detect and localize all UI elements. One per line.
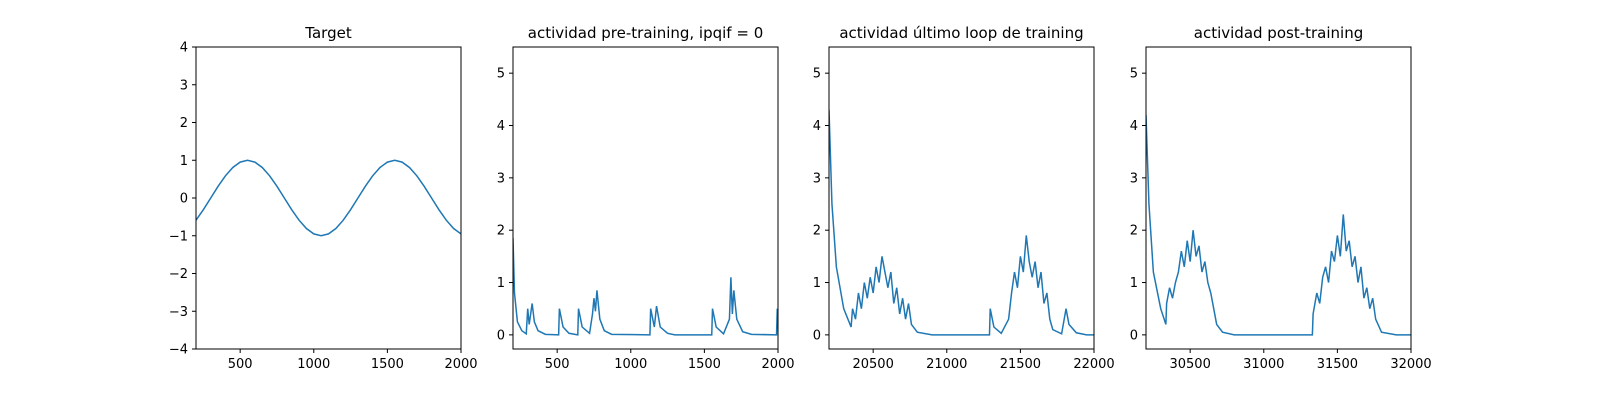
y-tick-label: 0	[180, 192, 188, 207]
x-tick-label: 500	[545, 357, 570, 372]
chart-title: actividad pre-training, ipqif = 0	[528, 24, 764, 42]
y-tick-label: 2	[1130, 224, 1138, 239]
chart-title: actividad último loop de training	[839, 24, 1083, 42]
x-tick-label: 32000	[1390, 357, 1431, 372]
axes-frame	[512, 46, 779, 350]
y-tick-label: −3	[169, 305, 188, 320]
y-tick-label: 5	[813, 67, 821, 82]
y-tick-label: 4	[497, 119, 505, 134]
y-tick-label: −4	[169, 343, 188, 358]
x-tick-label: 500	[228, 357, 253, 372]
y-tick-label: 2	[180, 116, 188, 131]
x-tick-label: 31000	[1243, 357, 1284, 372]
data-line	[513, 238, 778, 336]
y-tick-label: 3	[813, 171, 821, 186]
y-tick-label: 0	[497, 328, 505, 343]
x-tick-label: 30500	[1169, 357, 1210, 372]
x-tick-label: 31500	[1317, 357, 1358, 372]
data-line	[829, 109, 1094, 336]
y-tick-label: 4	[1130, 119, 1138, 134]
x-tick-label: 21000	[926, 357, 967, 372]
x-tick-label: 1500	[688, 357, 721, 372]
x-tick-label: 1000	[614, 357, 647, 372]
x-tick-label: 2000	[444, 357, 477, 372]
x-tick-label: 21500	[1000, 357, 1041, 372]
y-tick-label: 4	[180, 41, 188, 56]
axes-frame	[828, 46, 1095, 350]
x-tick-label: 1000	[297, 357, 330, 372]
y-tick-label: −2	[169, 267, 188, 282]
y-tick-label: 2	[497, 224, 505, 239]
x-tick-label: 2000	[761, 357, 794, 372]
y-tick-label: 0	[1130, 328, 1138, 343]
y-tick-label: 1	[180, 154, 188, 169]
y-tick-label: 3	[180, 78, 188, 93]
y-tick-label: 3	[1130, 171, 1138, 186]
y-tick-label: 4	[813, 119, 821, 134]
data-line	[196, 159, 461, 237]
y-tick-label: 5	[497, 67, 505, 82]
y-tick-label: −1	[169, 229, 188, 244]
y-tick-label: 0	[813, 328, 821, 343]
y-tick-label: 5	[1130, 67, 1138, 82]
x-tick-label: 22000	[1073, 357, 1114, 372]
y-tick-label: 1	[813, 276, 821, 291]
y-tick-label: 1	[1130, 276, 1138, 291]
y-tick-label: 2	[813, 224, 821, 239]
x-tick-label: 1500	[371, 357, 404, 372]
chart-title: Target	[304, 24, 352, 42]
x-tick-label: 20500	[852, 357, 893, 372]
y-tick-label: 3	[497, 171, 505, 186]
y-tick-label: 1	[497, 276, 505, 291]
data-line	[1146, 115, 1411, 336]
chart-title: actividad post-training	[1194, 24, 1363, 42]
axes-frame	[195, 46, 462, 350]
axes-frame	[1145, 46, 1412, 350]
